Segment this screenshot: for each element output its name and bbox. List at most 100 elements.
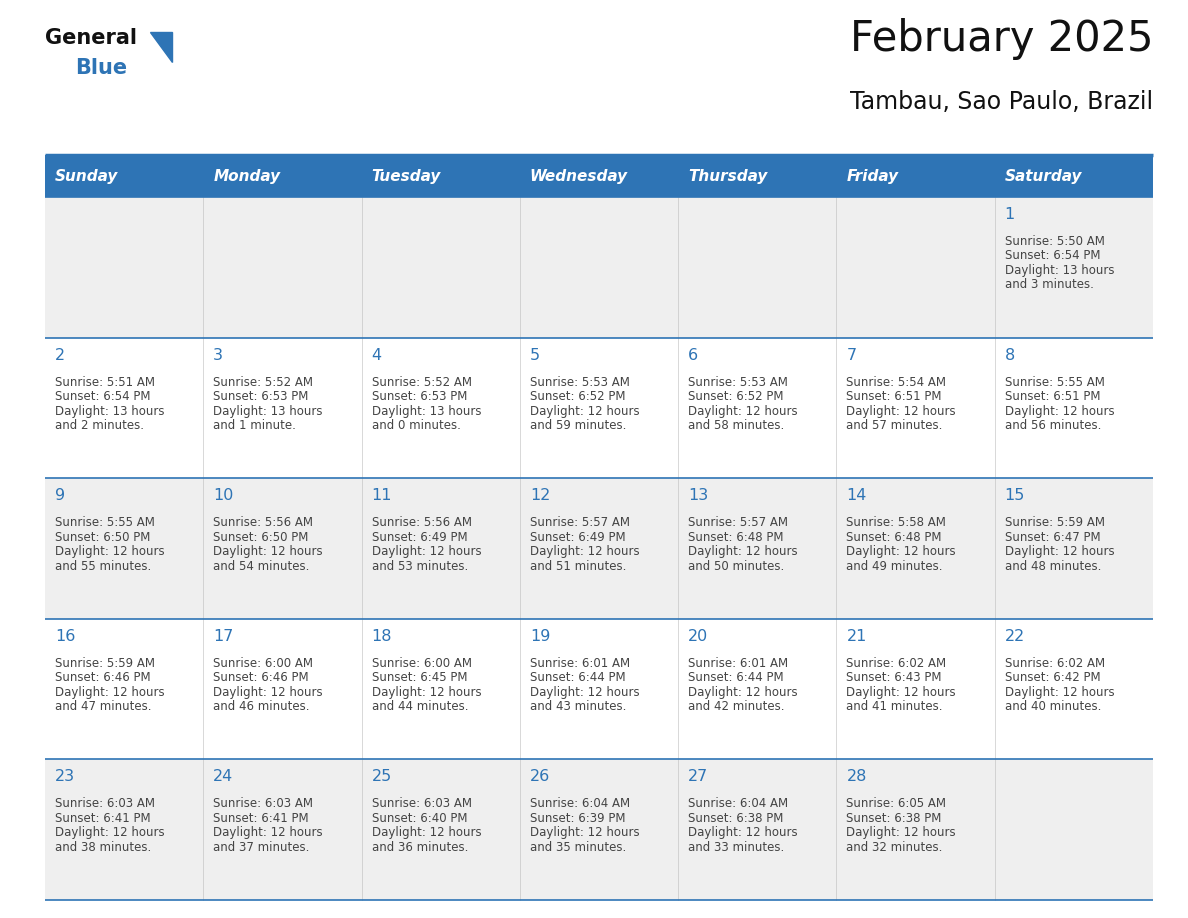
- Bar: [836, 338, 994, 478]
- Text: and 38 minutes.: and 38 minutes.: [55, 841, 151, 854]
- Text: and 3 minutes.: and 3 minutes.: [1005, 278, 1094, 292]
- Text: Saturday: Saturday: [1005, 169, 1082, 184]
- Bar: [520, 759, 678, 900]
- Text: Sunset: 6:41 PM: Sunset: 6:41 PM: [214, 812, 309, 825]
- Text: Sunday: Sunday: [55, 169, 119, 184]
- Text: and 49 minutes.: and 49 minutes.: [846, 560, 943, 573]
- Text: Daylight: 12 hours: Daylight: 12 hours: [846, 686, 956, 699]
- Text: Daylight: 12 hours: Daylight: 12 hours: [530, 826, 639, 839]
- Text: Blue: Blue: [75, 58, 127, 78]
- Text: Daylight: 12 hours: Daylight: 12 hours: [530, 405, 639, 418]
- Text: and 0 minutes.: and 0 minutes.: [372, 420, 461, 432]
- Text: Daylight: 12 hours: Daylight: 12 hours: [214, 826, 323, 839]
- Text: General: General: [45, 28, 137, 48]
- Text: Sunset: 6:46 PM: Sunset: 6:46 PM: [214, 671, 309, 684]
- Text: and 48 minutes.: and 48 minutes.: [1005, 560, 1101, 573]
- Text: 14: 14: [846, 488, 867, 503]
- Text: Sunset: 6:53 PM: Sunset: 6:53 PM: [372, 390, 467, 403]
- Text: Sunset: 6:48 PM: Sunset: 6:48 PM: [688, 531, 784, 543]
- Text: Sunset: 6:41 PM: Sunset: 6:41 PM: [55, 812, 151, 825]
- Text: Sunrise: 5:59 AM: Sunrise: 5:59 AM: [1005, 516, 1105, 529]
- Text: 1: 1: [1005, 207, 1015, 222]
- Bar: [203, 619, 361, 759]
- Text: and 57 minutes.: and 57 minutes.: [846, 420, 943, 432]
- Bar: [678, 759, 836, 900]
- Bar: [836, 197, 994, 338]
- Text: 16: 16: [55, 629, 75, 644]
- Text: Sunset: 6:38 PM: Sunset: 6:38 PM: [846, 812, 942, 825]
- Bar: [361, 619, 520, 759]
- Text: Sunrise: 5:50 AM: Sunrise: 5:50 AM: [1005, 235, 1105, 248]
- Text: Sunset: 6:48 PM: Sunset: 6:48 PM: [846, 531, 942, 543]
- Text: Sunrise: 5:56 AM: Sunrise: 5:56 AM: [214, 516, 314, 529]
- Text: and 1 minute.: and 1 minute.: [214, 420, 296, 432]
- Text: Sunrise: 5:55 AM: Sunrise: 5:55 AM: [55, 516, 154, 529]
- Text: Daylight: 12 hours: Daylight: 12 hours: [530, 545, 639, 558]
- Text: Sunset: 6:38 PM: Sunset: 6:38 PM: [688, 812, 784, 825]
- Text: Daylight: 12 hours: Daylight: 12 hours: [688, 405, 798, 418]
- Bar: [520, 619, 678, 759]
- Bar: [520, 155, 678, 197]
- Text: Monday: Monday: [214, 169, 280, 184]
- Bar: [836, 759, 994, 900]
- Text: 11: 11: [372, 488, 392, 503]
- Text: Daylight: 12 hours: Daylight: 12 hours: [1005, 686, 1114, 699]
- Text: Daylight: 12 hours: Daylight: 12 hours: [55, 826, 165, 839]
- Text: Sunrise: 5:59 AM: Sunrise: 5:59 AM: [55, 656, 154, 670]
- Text: Daylight: 12 hours: Daylight: 12 hours: [1005, 545, 1114, 558]
- Text: and 42 minutes.: and 42 minutes.: [688, 700, 784, 713]
- Text: Sunrise: 5:53 AM: Sunrise: 5:53 AM: [688, 375, 788, 388]
- Text: 18: 18: [372, 629, 392, 644]
- Text: and 54 minutes.: and 54 minutes.: [214, 560, 310, 573]
- Text: 7: 7: [846, 348, 857, 363]
- Text: Sunset: 6:44 PM: Sunset: 6:44 PM: [530, 671, 626, 684]
- Bar: [45, 197, 203, 338]
- Text: Sunrise: 6:00 AM: Sunrise: 6:00 AM: [372, 656, 472, 670]
- Text: Sunrise: 6:01 AM: Sunrise: 6:01 AM: [530, 656, 630, 670]
- Text: Sunrise: 5:58 AM: Sunrise: 5:58 AM: [846, 516, 947, 529]
- Text: 10: 10: [214, 488, 234, 503]
- Text: Daylight: 12 hours: Daylight: 12 hours: [1005, 405, 1114, 418]
- Text: Sunset: 6:52 PM: Sunset: 6:52 PM: [530, 390, 625, 403]
- Text: Daylight: 12 hours: Daylight: 12 hours: [530, 686, 639, 699]
- Bar: [203, 478, 361, 619]
- Text: Daylight: 12 hours: Daylight: 12 hours: [214, 545, 323, 558]
- Bar: [678, 155, 836, 197]
- Text: 25: 25: [372, 769, 392, 784]
- Text: Sunrise: 6:05 AM: Sunrise: 6:05 AM: [846, 798, 947, 811]
- Bar: [836, 478, 994, 619]
- Text: 3: 3: [214, 348, 223, 363]
- Bar: [994, 619, 1154, 759]
- Text: Sunset: 6:50 PM: Sunset: 6:50 PM: [214, 531, 309, 543]
- Text: Daylight: 12 hours: Daylight: 12 hours: [846, 405, 956, 418]
- Text: and 37 minutes.: and 37 minutes.: [214, 841, 310, 854]
- Text: Daylight: 13 hours: Daylight: 13 hours: [372, 405, 481, 418]
- Bar: [994, 759, 1154, 900]
- Text: Daylight: 12 hours: Daylight: 12 hours: [688, 826, 798, 839]
- Text: Sunset: 6:49 PM: Sunset: 6:49 PM: [530, 531, 626, 543]
- Text: Sunrise: 5:52 AM: Sunrise: 5:52 AM: [214, 375, 314, 388]
- Bar: [361, 197, 520, 338]
- Bar: [678, 197, 836, 338]
- Text: Sunrise: 5:54 AM: Sunrise: 5:54 AM: [846, 375, 947, 388]
- Text: 5: 5: [530, 348, 541, 363]
- Text: Sunset: 6:47 PM: Sunset: 6:47 PM: [1005, 531, 1100, 543]
- Bar: [361, 338, 520, 478]
- Text: Sunset: 6:46 PM: Sunset: 6:46 PM: [55, 671, 151, 684]
- Text: Sunset: 6:54 PM: Sunset: 6:54 PM: [55, 390, 151, 403]
- Text: and 43 minutes.: and 43 minutes.: [530, 700, 626, 713]
- Text: 9: 9: [55, 488, 65, 503]
- Bar: [45, 155, 203, 197]
- Text: Daylight: 12 hours: Daylight: 12 hours: [846, 826, 956, 839]
- Text: 6: 6: [688, 348, 699, 363]
- Text: Sunrise: 6:02 AM: Sunrise: 6:02 AM: [846, 656, 947, 670]
- Bar: [203, 759, 361, 900]
- Text: and 41 minutes.: and 41 minutes.: [846, 700, 943, 713]
- Text: Daylight: 12 hours: Daylight: 12 hours: [688, 686, 798, 699]
- Bar: [45, 619, 203, 759]
- Text: Sunset: 6:43 PM: Sunset: 6:43 PM: [846, 671, 942, 684]
- Text: Tuesday: Tuesday: [372, 169, 441, 184]
- Text: Daylight: 12 hours: Daylight: 12 hours: [688, 545, 798, 558]
- Text: Sunrise: 6:01 AM: Sunrise: 6:01 AM: [688, 656, 789, 670]
- Text: Sunset: 6:53 PM: Sunset: 6:53 PM: [214, 390, 309, 403]
